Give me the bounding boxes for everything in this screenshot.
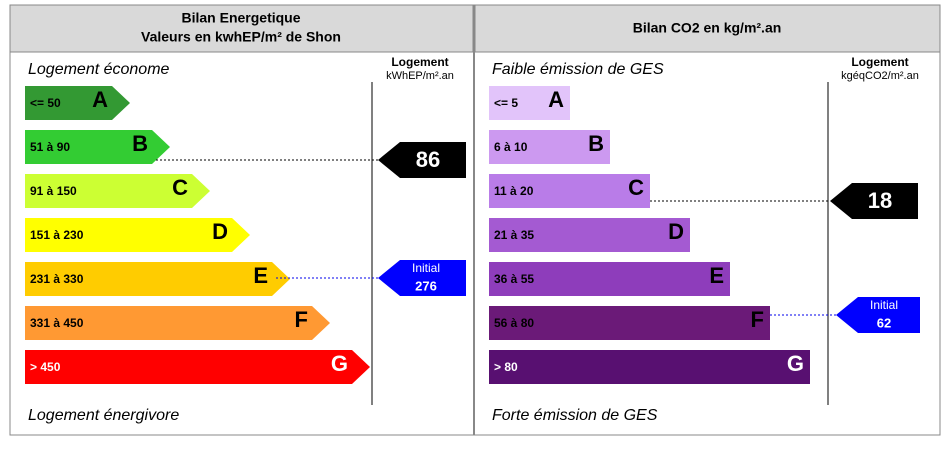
class-bar [489, 174, 650, 208]
initial-marker [378, 260, 466, 296]
class-bar [25, 306, 330, 340]
class-bar [489, 262, 730, 296]
class-range: 11 à 20 [494, 184, 534, 198]
header-right [474, 4, 941, 53]
class-letter: D [212, 219, 228, 244]
class-bar [25, 262, 290, 296]
header-left [9, 4, 474, 53]
class-range: 51 à 90 [30, 140, 70, 154]
class-range: 91 à 150 [30, 184, 77, 198]
class-letter: G [331, 351, 348, 376]
class-range: 6 à 10 [494, 140, 528, 154]
title-line: Bilan Energetique [181, 10, 300, 26]
initial-label: Initial [412, 261, 440, 275]
class-range: 331 à 450 [30, 316, 84, 330]
class-bar [489, 306, 770, 340]
bottom-label: Forte émission de GES [492, 407, 658, 424]
class-bar [489, 350, 810, 384]
class-range: 151 à 230 [30, 228, 84, 242]
class-bar [25, 174, 210, 208]
class-letter: B [588, 131, 604, 156]
current-value: 18 [868, 188, 892, 213]
class-letter: F [295, 307, 308, 332]
class-letter: A [548, 87, 564, 112]
column-unit: kgéqCO2/m².an [841, 70, 919, 82]
class-bar [489, 86, 570, 120]
current-marker [830, 183, 918, 219]
class-range: 56 à 80 [494, 316, 534, 330]
class-range: > 450 [30, 360, 61, 374]
class-letter: G [787, 351, 804, 376]
initial-marker [836, 297, 920, 333]
title-line: Valeurs en kwhEP/m² de Shon [141, 29, 341, 45]
current-marker [378, 142, 466, 178]
bottom-label: Logement énergivore [28, 407, 179, 424]
class-range: > 80 [494, 360, 518, 374]
top-label: Faible émission de GES [492, 61, 664, 78]
class-letter: E [253, 263, 268, 288]
class-range: 36 à 55 [494, 272, 534, 286]
class-letter: D [668, 219, 684, 244]
class-letter: A [92, 87, 108, 112]
top-label: Logement économe [28, 61, 170, 78]
class-bar [25, 86, 130, 120]
column-unit: kWhEP/m².an [386, 70, 454, 82]
class-range: 231 à 330 [30, 272, 84, 286]
class-letter: C [172, 175, 188, 200]
class-bar [489, 218, 690, 252]
current-value: 86 [416, 147, 440, 172]
initial-value: 276 [415, 278, 437, 293]
class-range: <= 50 [30, 96, 61, 110]
title: Bilan CO2 en kg/m².an [633, 20, 782, 36]
column-header: Logement [851, 55, 908, 69]
class-bar [25, 350, 370, 384]
class-letter: E [709, 263, 724, 288]
class-letter: B [132, 131, 148, 156]
class-bar [489, 130, 610, 164]
class-bar [25, 130, 170, 164]
column-header: Logement [391, 55, 448, 69]
class-letter: C [628, 175, 644, 200]
initial-value: 62 [877, 315, 891, 330]
class-range: 21 à 35 [494, 228, 534, 242]
class-letter: F [751, 307, 764, 332]
class-bar [25, 218, 250, 252]
initial-label: Initial [870, 298, 898, 312]
class-range: <= 5 [494, 96, 518, 110]
